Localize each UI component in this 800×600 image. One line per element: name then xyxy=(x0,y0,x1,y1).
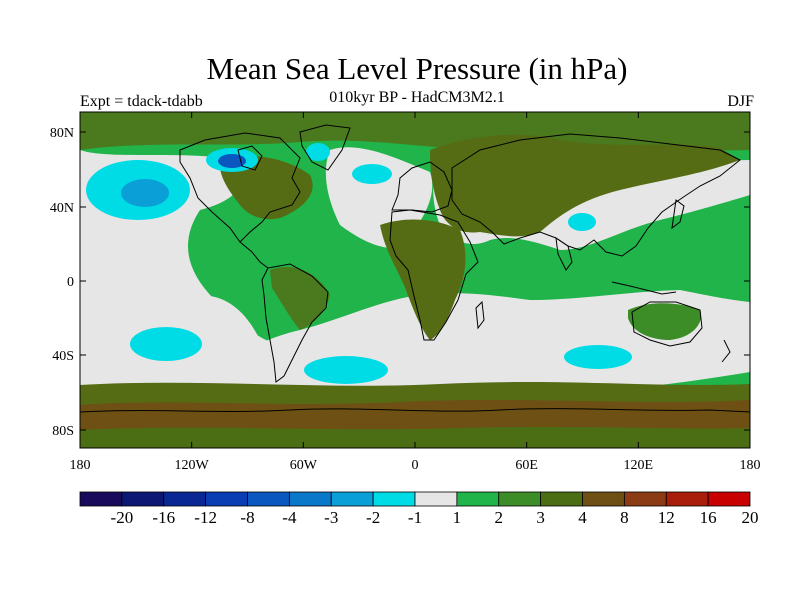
colorbar-label: -4 xyxy=(282,508,297,527)
colorbar-label: 20 xyxy=(742,508,759,527)
coast-hudson-bay xyxy=(237,145,263,171)
field-blue-npacific xyxy=(121,179,169,207)
coast-greenland xyxy=(299,124,351,171)
colorbar-swatch xyxy=(372,491,416,507)
field-olive-africa xyxy=(380,219,466,340)
page-title: Mean Sea Level Pressure (in hPa) xyxy=(206,51,628,86)
colorbar-swatch xyxy=(163,491,207,507)
map-field xyxy=(80,112,750,448)
lon-tick-label: 0 xyxy=(412,458,419,473)
colorbar-swatch xyxy=(330,491,374,507)
subtitle: 010kyr BP - HadCM3M2.1 xyxy=(329,89,505,106)
colorbar-swatch xyxy=(288,491,332,507)
field-cyan-indian xyxy=(564,345,632,369)
colorbar-swatch xyxy=(540,491,583,507)
colorbar-label: -8 xyxy=(240,508,254,527)
season-label: DJF xyxy=(727,93,754,110)
coast-antarctica xyxy=(80,408,750,413)
lat-tick-label: 40N xyxy=(50,201,74,216)
field-olive-asia xyxy=(430,134,740,237)
field-cyan-greenland xyxy=(306,143,330,161)
coast-madagascar xyxy=(475,300,485,330)
axis-ticks xyxy=(79,112,751,448)
colorbar-label: -3 xyxy=(324,508,338,527)
colorbar-label: -2 xyxy=(366,508,380,527)
coast-japan xyxy=(671,199,685,230)
field-olive-namerica xyxy=(219,155,313,220)
coast-indonesia xyxy=(611,281,677,295)
coastlines xyxy=(80,124,750,413)
colorbar-swatch xyxy=(498,491,542,507)
field-olive-australia xyxy=(628,303,701,340)
lat-tick-label: 80N xyxy=(50,126,74,141)
colorbar-label: 16 xyxy=(700,508,717,527)
field-blue-hudson xyxy=(218,154,246,168)
field-cyan-satlantic xyxy=(304,356,388,384)
colorbar-swatch xyxy=(456,491,500,507)
colorbar-label: 3 xyxy=(536,508,545,527)
lon-tick-label: 60W xyxy=(290,458,318,473)
colorbar-swatch xyxy=(79,491,123,507)
field-olive-samerica xyxy=(270,266,330,330)
colorbar-swatch xyxy=(582,491,625,507)
coast-new-zealand xyxy=(721,339,731,363)
lon-tick-label: 60E xyxy=(515,458,538,473)
coast-north-america xyxy=(179,132,301,243)
colorbar-label: 1 xyxy=(453,508,462,527)
coast-africa xyxy=(389,209,479,341)
field-cyan-spacific xyxy=(130,327,202,361)
colorbar-swatch xyxy=(205,491,248,507)
colorbar-label: 8 xyxy=(620,508,629,527)
coast-central-america xyxy=(239,241,269,269)
colorbar-label: -12 xyxy=(194,508,217,527)
lat-tick-label: 0 xyxy=(67,275,74,290)
colorbar xyxy=(79,491,751,507)
colorbar-labels: -20 -16 -12 -8 -4 -3 -2 -1 1 2 3 4 8 12 16 20 xyxy=(111,508,759,527)
coast-australia xyxy=(631,301,703,347)
colorbar-swatch xyxy=(707,491,751,507)
lat-tick-label: 80S xyxy=(52,424,74,439)
longitude-labels: 180 120W 60W 0 60E 120E 180 xyxy=(70,458,761,473)
lon-tick-label: 180 xyxy=(740,458,761,473)
lat-tick-label: 40S xyxy=(52,349,74,364)
colorbar-label: -16 xyxy=(152,508,175,527)
colorbar-label: 2 xyxy=(495,508,504,527)
coast-india xyxy=(555,236,573,271)
coast-asia xyxy=(451,133,741,257)
lon-tick-label: 120W xyxy=(175,458,210,473)
colorbar-swatch xyxy=(414,491,458,507)
colorbar-label: -1 xyxy=(408,508,422,527)
coast-europe xyxy=(391,161,453,213)
latitude-labels: 80N 40N 0 40S 80S xyxy=(50,126,74,439)
lon-tick-label: 120E xyxy=(624,458,654,473)
field-antarctic-olive xyxy=(80,427,750,448)
field-cyan-tibet xyxy=(568,213,596,231)
experiment-label: Expt = tdack-tdabb xyxy=(80,93,203,110)
colorbar-swatch xyxy=(623,491,667,507)
lon-tick-label: 180 xyxy=(70,458,91,473)
colorbar-label: 4 xyxy=(578,508,587,527)
colorbar-label: -20 xyxy=(111,508,134,527)
field-cyan-natlantic xyxy=(352,164,392,184)
colorbar-swatch xyxy=(121,491,165,507)
coast-south-america xyxy=(261,263,329,383)
colorbar-label: 12 xyxy=(658,508,675,527)
colorbar-swatch xyxy=(247,491,290,507)
colorbar-swatch xyxy=(665,491,709,507)
